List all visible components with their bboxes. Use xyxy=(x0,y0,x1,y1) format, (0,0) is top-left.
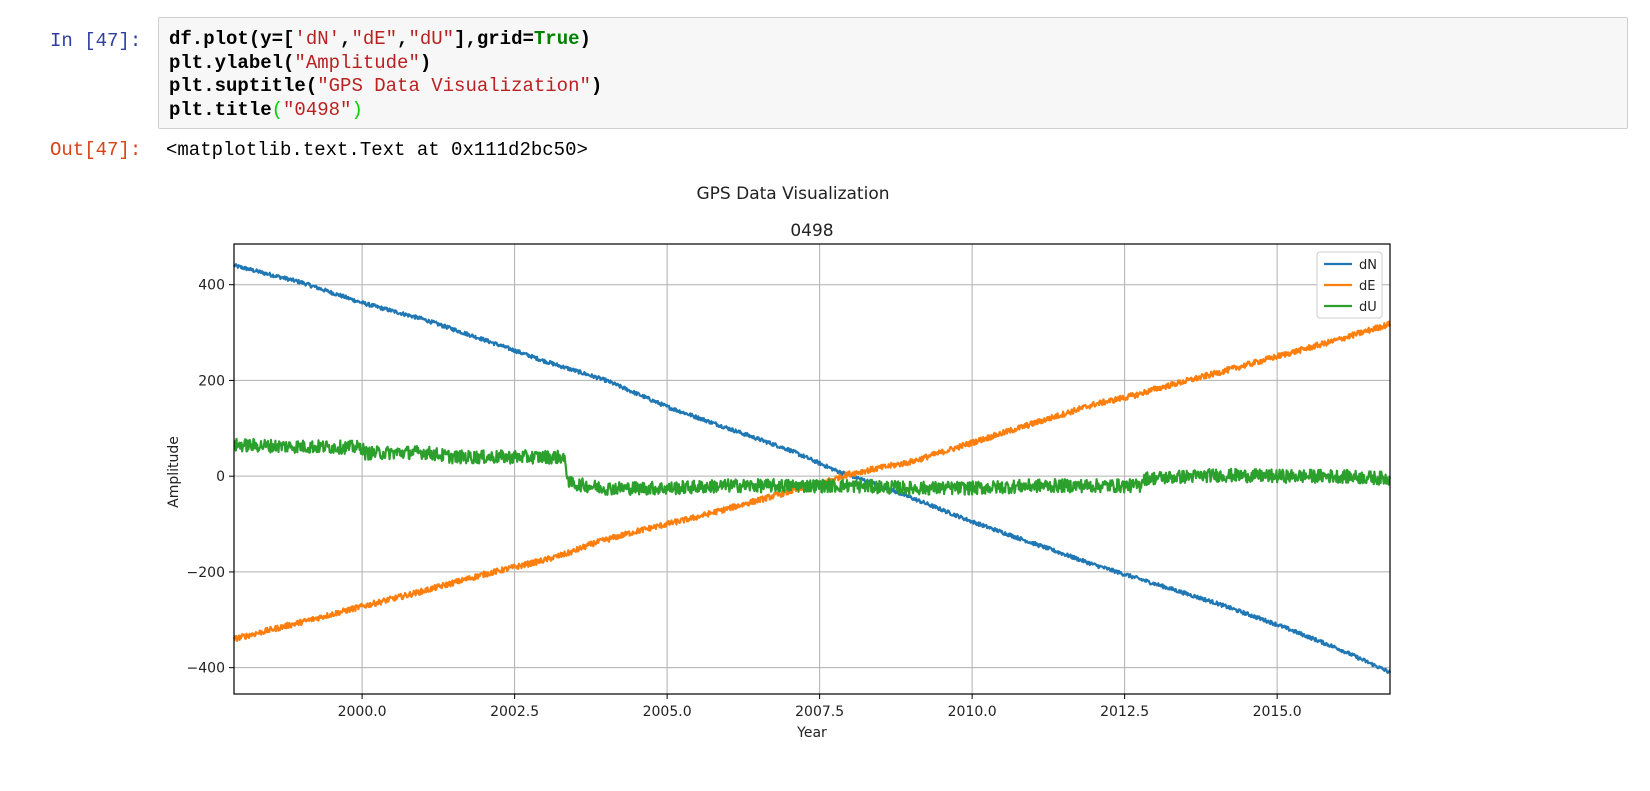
code-token: 'dN' xyxy=(294,28,341,50)
code-token: "0498" xyxy=(283,98,352,121)
code-token: ( xyxy=(271,98,284,121)
code-token: "GPS Data Visualization" xyxy=(317,75,591,97)
y-tick-label: 0 xyxy=(216,469,225,485)
y-tick-label: −200 xyxy=(187,565,225,581)
plot-frame xyxy=(233,243,1391,695)
code-token: ) xyxy=(579,28,591,50)
y-axis-label: Amplitude xyxy=(166,436,182,508)
y-tick-label: 200 xyxy=(198,373,225,389)
chart-title: 0498 xyxy=(790,221,833,241)
axis-ticks: 2000.0 2002.5 2005.0 2007.5 2010.0 2012.5 2015… xyxy=(187,278,1302,720)
series-lines xyxy=(232,262,1392,674)
code-token: ) xyxy=(419,51,432,74)
code-editor[interactable]: df.plot(y=['dN',"dE","dU"],grid=True) pl… xyxy=(169,28,602,122)
x-tick-label: 2015.0 xyxy=(1253,704,1302,720)
x-axis-label: Year xyxy=(796,725,827,741)
x-tick-label: 2010.0 xyxy=(948,704,997,720)
code-token: "dE" xyxy=(351,28,398,50)
in-prompt: In [47]: xyxy=(50,30,142,52)
code-token: , xyxy=(397,28,409,50)
code-token: True xyxy=(533,28,580,50)
code-token: plt.ylabel( xyxy=(169,51,295,74)
y-tick-label: 400 xyxy=(198,278,225,294)
legend-label: dE xyxy=(1359,279,1375,294)
y-tick-label: −400 xyxy=(187,661,225,677)
out-prompt: Out[47]: xyxy=(50,139,142,161)
code-token: ) xyxy=(590,75,603,97)
legend: dN dE dU xyxy=(1316,251,1383,319)
code-token: plt.title xyxy=(169,98,272,121)
chart-suptitle: GPS Data Visualization xyxy=(697,184,890,204)
code-input-area[interactable]: df.plot(y=['dN',"dE","dU"],grid=True) pl… xyxy=(158,17,1628,129)
code-token: "Amplitude" xyxy=(294,51,420,74)
code-token: ],grid= xyxy=(454,28,534,50)
code-token: ) xyxy=(351,98,363,121)
line-chart: GPS Data Visualization 0498 Amplitude Ye… xyxy=(166,184,1392,741)
x-tick-label: 2012.5 xyxy=(1100,704,1149,720)
x-tick-label: 2002.5 xyxy=(490,704,539,720)
legend-label: dU xyxy=(1359,300,1377,315)
series-line-dN xyxy=(232,262,1392,674)
x-tick-label: 2007.5 xyxy=(795,704,844,720)
figure: GPS Data Visualization 0498 Amplitude Ye… xyxy=(160,172,1420,751)
series-line-dU xyxy=(233,437,1392,496)
code-token: "dU" xyxy=(408,28,455,50)
code-token: plt.suptitle( xyxy=(169,75,318,97)
code-token: df.plot(y=[ xyxy=(169,28,295,50)
x-tick-label: 2000.0 xyxy=(338,704,387,720)
x-tick-label: 2005.0 xyxy=(643,704,692,720)
code-token: , xyxy=(340,28,352,50)
legend-label: dN xyxy=(1359,258,1377,273)
output-text: <matplotlib.text.Text at 0x111d2bc50> xyxy=(166,139,588,161)
